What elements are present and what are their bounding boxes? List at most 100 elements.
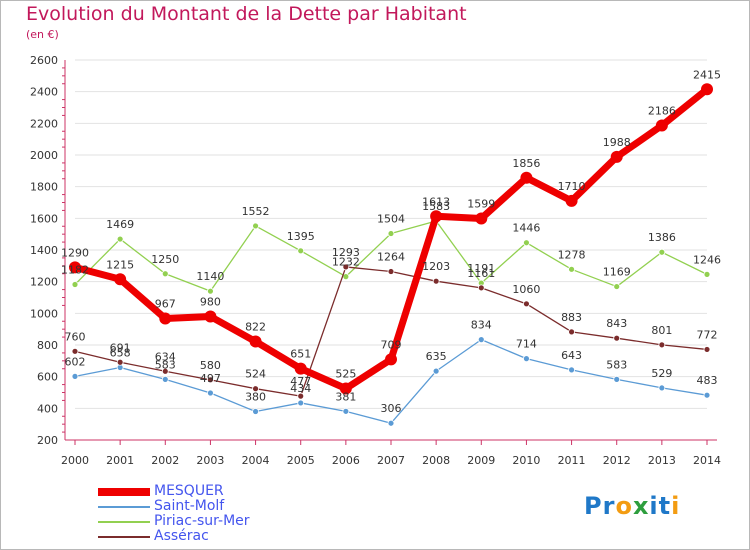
data-label: 1710 (558, 180, 586, 193)
logo-letter: i (649, 492, 659, 520)
data-label: 2415 (693, 68, 721, 81)
logo-letter: t (658, 492, 672, 520)
data-point (161, 270, 169, 278)
data-point (252, 385, 259, 393)
data-point (387, 419, 395, 427)
data-label: 1613 (422, 195, 450, 208)
data-label: 580 (200, 359, 221, 372)
data-point (297, 392, 305, 400)
data-label: 1395 (287, 230, 315, 243)
proxiti-logo: Proxiti (584, 492, 680, 520)
y-tick-label: 2600 (30, 54, 58, 67)
data-point (207, 376, 214, 384)
data-label: 1856 (512, 157, 540, 170)
data-labels: 602 658 583 497 380 434 381 306 635 834 714 643 583 5… (61, 68, 721, 415)
unit-label: (en €) (26, 28, 59, 41)
data-point (568, 366, 575, 374)
data-point (71, 281, 79, 288)
x-axis: 2000 2001 2002 2003 2004 2005 2006 2007 2008 2009… (61, 439, 721, 467)
data-label: 583 (155, 358, 176, 371)
data-label: 1552 (242, 205, 270, 218)
y-tick-label: 1000 (30, 307, 58, 320)
data-point (477, 336, 485, 344)
data-point (610, 150, 623, 163)
data-label: 1599 (467, 197, 495, 210)
data-label: 1278 (558, 248, 586, 261)
data-label: 635 (426, 350, 447, 363)
data-label: 529 (651, 367, 672, 380)
data-label: 483 (697, 374, 718, 387)
data-label: 1446 (512, 222, 540, 235)
data-label: 980 (200, 296, 221, 309)
x-tick-label: 2013 (648, 454, 676, 467)
data-point (342, 407, 350, 415)
data-label: 524 (245, 368, 266, 381)
data-point (161, 367, 169, 375)
data-label: 381 (335, 390, 356, 403)
logo-letter: x (632, 492, 650, 520)
data-point (252, 222, 259, 230)
data-label: 380 (245, 391, 266, 404)
y-tick-label: 1800 (30, 181, 58, 194)
data-point (658, 384, 666, 392)
data-label: 1988 (603, 136, 631, 149)
data-point (703, 270, 711, 278)
data-point (432, 277, 440, 285)
data-label: 602 (65, 355, 86, 368)
data-label: 1203 (422, 260, 450, 273)
x-tick-label: 2006 (332, 454, 360, 467)
data-point (658, 248, 666, 256)
data-label: 1161 (467, 267, 495, 280)
data-label: 1169 (603, 266, 631, 279)
x-tick-label: 2009 (467, 454, 495, 467)
data-label: 1191 (467, 262, 495, 275)
data-label: 1583 (422, 200, 450, 213)
logo-letter: P (584, 492, 603, 520)
data-label: 1504 (377, 213, 405, 226)
data-label: 1140 (196, 270, 224, 283)
legend-label: Saint-Molf (154, 498, 225, 514)
data-label: 658 (110, 346, 131, 359)
data-point (430, 210, 443, 223)
data-point (568, 328, 575, 336)
y-tick-label: 200 (37, 434, 58, 447)
y-tick-label: 600 (37, 371, 58, 384)
data-label: 691 (110, 341, 131, 354)
data-point (69, 261, 81, 274)
x-tick-label: 2000 (61, 454, 89, 467)
data-point (385, 353, 397, 366)
data-point (475, 212, 488, 225)
data-label: 801 (651, 324, 672, 337)
data-point (613, 375, 621, 383)
legend-swatch (98, 536, 150, 538)
data-label: 1293 (332, 246, 360, 259)
data-label: 434 (290, 382, 311, 395)
data-point (342, 263, 350, 271)
legend-label: Piriac-sur-Mer (154, 513, 250, 529)
data-point (339, 382, 352, 395)
data-point (207, 389, 214, 397)
data-point (655, 119, 668, 132)
data-label: 2186 (648, 105, 676, 118)
legend-swatch (98, 506, 150, 508)
series-group (69, 83, 713, 427)
data-point (568, 265, 575, 273)
x-tick-label: 2004 (242, 454, 270, 467)
data-point (477, 284, 485, 292)
y-tick-label: 2200 (30, 117, 58, 130)
data-point (432, 367, 440, 375)
x-tick-label: 2014 (693, 454, 721, 467)
data-point (523, 239, 530, 247)
line-chart: 200 400 600 800 1000 1200 1400 1600 1800 2000 2200… (30, 54, 721, 467)
data-label: 1246 (693, 253, 721, 266)
logo-letter: r (602, 492, 616, 520)
data-label: 1386 (648, 231, 676, 244)
data-point (116, 235, 124, 243)
data-point (703, 391, 711, 399)
data-point (387, 230, 395, 237)
data-point (701, 83, 713, 96)
data-label: 477 (290, 375, 311, 388)
legend-swatch (98, 521, 150, 523)
data-label: 843 (606, 317, 627, 330)
data-label: 1215 (106, 258, 134, 271)
